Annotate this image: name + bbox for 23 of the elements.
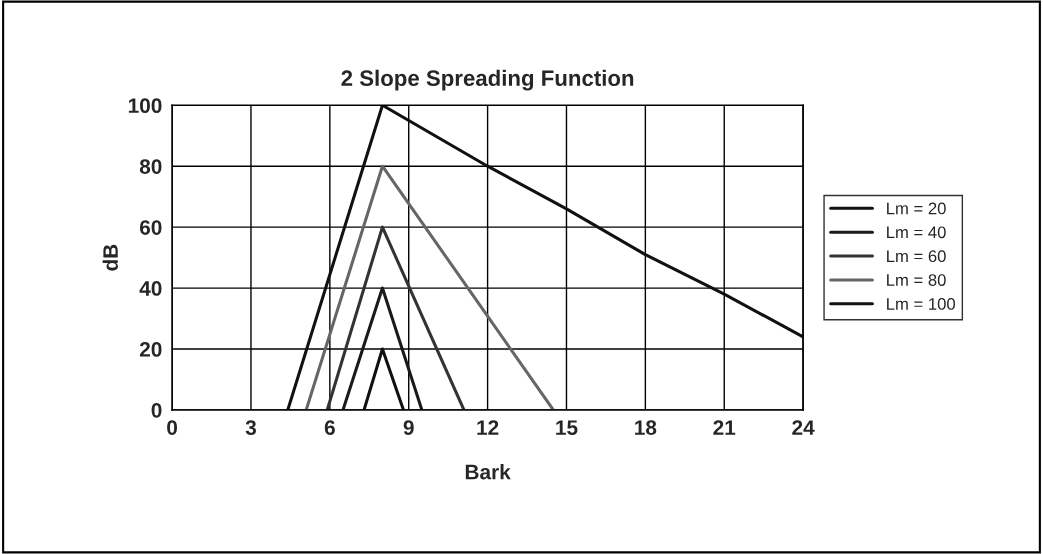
- chart-title: 2 Slope Spreading Function: [341, 69, 634, 91]
- x-tick-label: 24: [792, 420, 815, 435]
- legend-label: Lm = 80: [887, 274, 946, 286]
- x-tick-label: 18: [635, 420, 657, 435]
- x-tick-label: 6: [324, 420, 335, 435]
- x-tick-label: 21: [713, 420, 736, 435]
- y-tick-label: 80: [139, 159, 162, 174]
- y-tick-label: 0: [151, 402, 162, 418]
- x-tick-label: 0: [167, 420, 178, 435]
- legend-label: Lm = 60: [887, 250, 946, 263]
- x-axis-title: Bark: [465, 464, 511, 480]
- y-tick-label: 40: [139, 281, 162, 296]
- x-tick-label: 3: [245, 420, 257, 436]
- legend-label: Lm = 100: [887, 298, 956, 310]
- y-tick-label: 60: [139, 220, 162, 235]
- y-tick-label: 100: [128, 98, 162, 114]
- y-axis-title: dB: [102, 244, 118, 271]
- x-tick-label: 9: [403, 420, 414, 435]
- y-tick-label: 20: [139, 342, 162, 357]
- x-tick-label: 12: [477, 420, 499, 435]
- legend-label: Lm = 20: [887, 202, 946, 215]
- legend-label: Lm = 40: [887, 226, 946, 239]
- x-tick-label: 15: [556, 420, 578, 435]
